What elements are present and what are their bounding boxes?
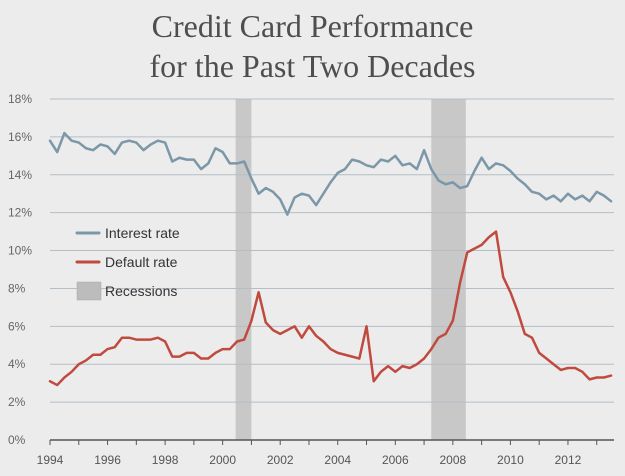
x-tick-label: 2000 [209,453,236,467]
x-tick-label: 1994 [37,453,64,467]
y-tick-label: 8% [8,281,26,295]
chart-title-line-2: for the Past Two Decades [149,48,476,84]
x-tick-label: 2010 [497,453,524,467]
y-tick-label: 12% [8,206,32,220]
legend: Interest rate Default rate Recessions [75,225,180,301]
x-tick-label: 1996 [94,453,121,467]
legend-label: Interest rate [105,225,180,241]
legend-swatch-area [76,281,102,301]
chart-title: Credit Card Performance for the Past Two… [0,6,625,86]
axes: 0% 2% 4% 6% 8% 10% 12% 14% 16% 18% 1994 1996 1998 200… [8,92,614,467]
y-tick-label: 6% [8,319,26,333]
y-tick-label: 16% [8,130,32,144]
y-tick-label: 4% [8,357,26,371]
x-tick-label: 2006 [382,453,409,467]
recession-band-2 [431,99,466,440]
series-line-interest-rate [48,131,613,216]
y-tick-label: 0% [8,433,26,447]
recession-band-1 [235,99,252,440]
series-line-default-rate [48,230,613,387]
y-tick-label: 18% [8,92,32,106]
legend-item: Recessions [76,281,177,301]
x-tick-label: 1998 [152,453,179,467]
y-tick-label: 2% [8,395,26,409]
x-tick-label: 2012 [555,453,582,467]
legend-label: Default rate [105,254,178,270]
x-tick-label: 2008 [440,453,467,467]
grid-lines [50,98,614,403]
chart-title-line-1: Credit Card Performance [151,8,474,44]
y-tick-label: 10% [8,244,32,258]
series-lines [48,131,613,387]
legend-item: Default rate [75,254,178,270]
y-tick-label: 14% [8,168,32,182]
x-tick-label: 2004 [324,453,351,467]
recession-bands [235,99,466,440]
legend-item: Interest rate [75,225,180,241]
x-tick-label: 2002 [267,453,294,467]
legend-label: Recessions [105,283,177,299]
